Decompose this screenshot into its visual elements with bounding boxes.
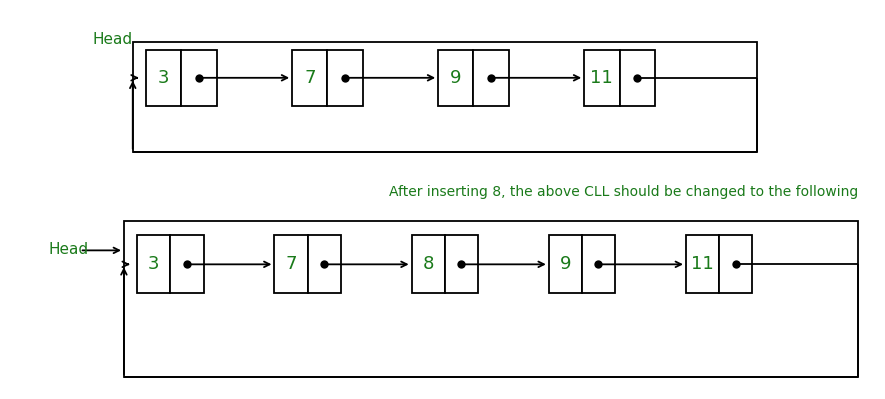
Text: 7: 7 (304, 69, 315, 87)
Text: 11: 11 (590, 69, 613, 87)
Text: 9: 9 (559, 255, 571, 273)
Bar (473, 50, 509, 106)
Bar (181, 50, 217, 106)
Text: 7: 7 (285, 255, 296, 273)
Bar (438, 50, 473, 106)
Bar (584, 50, 620, 106)
Bar (620, 50, 655, 106)
Bar (686, 235, 719, 293)
Bar (327, 50, 363, 106)
Bar (719, 235, 752, 293)
Text: Head: Head (93, 32, 133, 47)
Bar (549, 235, 582, 293)
Bar (412, 235, 444, 293)
Text: After inserting 8, the above CLL should be changed to the following: After inserting 8, the above CLL should … (389, 184, 858, 199)
Text: 3: 3 (148, 255, 159, 273)
Text: 9: 9 (450, 69, 461, 87)
Bar (146, 50, 181, 106)
Bar (582, 235, 615, 293)
Bar (171, 235, 204, 293)
Bar (274, 235, 308, 293)
Bar (137, 235, 171, 293)
Text: 3: 3 (158, 69, 169, 87)
Bar (308, 235, 341, 293)
Text: 8: 8 (422, 255, 434, 273)
Bar (133, 42, 757, 152)
Bar (444, 235, 478, 293)
Text: 11: 11 (691, 255, 714, 273)
Bar (292, 50, 327, 106)
Text: Head: Head (49, 242, 88, 257)
Bar (124, 221, 858, 377)
